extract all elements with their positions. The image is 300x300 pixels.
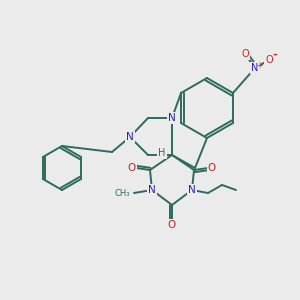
Text: N: N bbox=[126, 132, 134, 142]
Text: O: O bbox=[168, 220, 176, 230]
Text: N: N bbox=[188, 185, 196, 195]
Text: H: H bbox=[158, 148, 166, 158]
Text: O: O bbox=[265, 55, 273, 65]
Text: +: + bbox=[256, 61, 262, 70]
Text: O: O bbox=[241, 49, 249, 59]
Text: N: N bbox=[168, 113, 176, 123]
Text: O: O bbox=[208, 163, 216, 173]
Text: O: O bbox=[128, 163, 136, 173]
Text: N: N bbox=[251, 63, 259, 73]
Text: -: - bbox=[273, 50, 277, 60]
Text: CH₃: CH₃ bbox=[115, 190, 130, 199]
Text: N: N bbox=[148, 185, 156, 195]
